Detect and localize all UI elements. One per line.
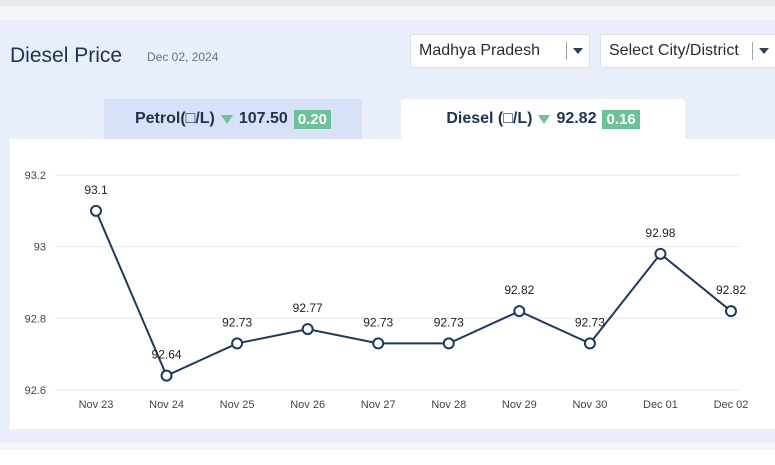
data-point [513,305,526,318]
x-tick-label: Nov 28 [431,399,466,411]
x-tick-label: Nov 25 [220,399,255,411]
y-tick-label: 93 [34,242,46,254]
data-point [654,247,667,260]
state-select[interactable]: Madhya Pradesh [410,34,590,68]
city-select[interactable]: Select City/District [600,34,775,68]
data-point [583,337,596,350]
tab-diesel-label: Diesel (□/L) [446,110,533,127]
x-tick-label: Nov 30 [572,399,607,411]
data-point [231,337,244,350]
page-title: Diesel Price [10,44,123,67]
data-point [90,204,102,217]
tab-diesel-price: 92.82 [556,110,597,127]
city-select-value: Select City/District [609,42,739,59]
data-point [442,337,455,350]
state-select-value: Madhya Pradesh [419,42,540,59]
select-divider [752,42,753,60]
caret-down-icon[interactable] [567,48,589,54]
series-line [95,210,732,378]
top-strip [0,0,775,6]
x-tick-label: Dec 02 [714,399,749,411]
data-label: 92.73 [222,315,252,329]
y-tick-label: 93.2 [25,170,46,182]
tab-petrol-change-badge: 0.20 [293,109,332,129]
data-label: 92.73 [575,315,605,329]
data-point [372,337,385,350]
data-label: 92.82 [504,283,534,297]
bottom-strip [0,450,775,465]
tab-diesel[interactable]: Diesel (□/L) 92.82 0.16 [401,99,685,139]
chart-panel: 92.6 92.8 93 93.2 Nov 23 Nov 24 Nov 25 Nov 26 No… [10,139,775,429]
data-label: 92.64 [152,348,182,362]
caret-down-icon[interactable] [753,48,775,54]
data-label: 92.73 [363,315,393,329]
data-label: 92.98 [645,226,675,240]
tab-petrol-label: Petrol(□/L) [134,110,215,127]
tab-petrol-price: 107.50 [238,110,288,127]
x-tick-label: Nov 26 [290,399,325,411]
y-tick-label: 92.6 [25,385,46,397]
data-label: 93.1 [84,183,108,197]
data-point [160,369,173,382]
x-tick-label: Nov 23 [79,399,114,411]
tab-petrol[interactable]: Petrol(□/L) 107.50 0.20 [104,99,362,139]
data-point [725,305,737,318]
select-divider [566,42,567,60]
data-label: 92.77 [293,301,323,315]
price-down-icon [538,114,551,124]
x-tick-label: Nov 29 [502,399,537,411]
data-point [301,323,314,336]
x-tick-label: Nov 27 [361,399,396,411]
price-down-icon [220,114,233,124]
data-label: 92.82 [716,283,746,297]
tab-diesel-change-badge: 0.16 [602,109,640,129]
price-line-chart: 92.6 92.8 93 93.2 Nov 23 Nov 24 Nov 25 Nov 26 No… [25,170,749,411]
x-tick-label: Dec 01 [643,399,678,411]
x-tick-label: Nov 24 [149,399,184,411]
y-tick-label: 92.8 [25,313,46,325]
price-date: Dec 02, 2024 [147,50,219,64]
data-label: 92.73 [434,315,464,329]
